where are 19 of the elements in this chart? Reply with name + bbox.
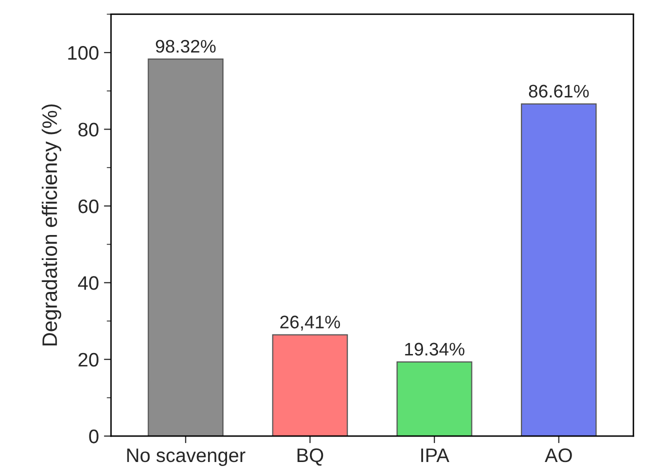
x-tick-label: IPA — [421, 448, 450, 462]
bar — [272, 334, 348, 436]
x-tick-label: BQ — [298, 448, 324, 466]
y-tick-label: 0 — [89, 430, 98, 444]
y-tick-label: 60 — [78, 199, 98, 214]
bar — [520, 103, 597, 436]
y-tick-label: 20 — [78, 352, 98, 367]
y-axis-title: Degradation efficiency (%) — [42, 104, 62, 346]
x-tick-label: No scavenger — [127, 448, 246, 466]
bar — [148, 58, 224, 436]
data-label: 98.32% — [156, 40, 216, 53]
y-tick-label: 80 — [78, 122, 98, 137]
y-tick-label: 40 — [78, 276, 98, 290]
data-label: 26,41% — [280, 316, 340, 331]
data-label: 86.61% — [528, 84, 589, 98]
bar — [396, 361, 472, 436]
y-tick-label: 100 — [68, 46, 98, 60]
x-tick-label: AO — [544, 448, 572, 462]
data-label: 19.34% — [405, 342, 464, 356]
